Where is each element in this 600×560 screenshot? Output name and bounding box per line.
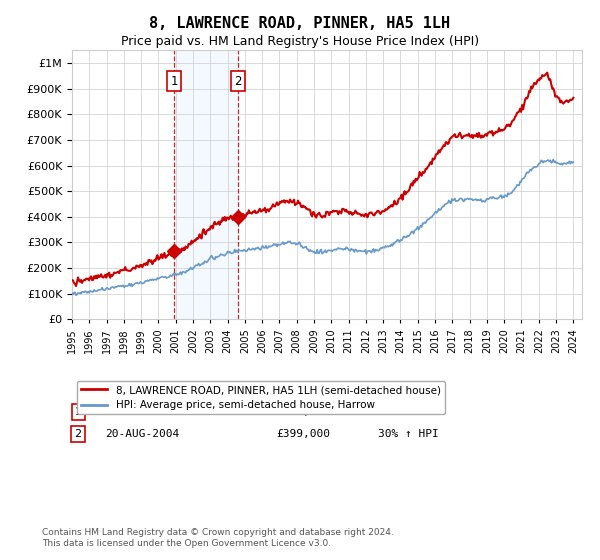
Text: 30% ↑ HPI: 30% ↑ HPI — [378, 429, 439, 439]
Text: 1: 1 — [170, 74, 178, 87]
Text: 2: 2 — [234, 74, 242, 87]
Text: £268,000: £268,000 — [276, 407, 330, 417]
Text: 1: 1 — [74, 407, 82, 417]
Text: 8, LAWRENCE ROAD, PINNER, HA5 1LH: 8, LAWRENCE ROAD, PINNER, HA5 1LH — [149, 16, 451, 31]
Text: 40% ↑ HPI: 40% ↑ HPI — [378, 407, 439, 417]
Text: 22-NOV-2000: 22-NOV-2000 — [105, 407, 179, 417]
Text: £399,000: £399,000 — [276, 429, 330, 439]
Legend: 8, LAWRENCE ROAD, PINNER, HA5 1LH (semi-detached house), HPI: Average price, sem: 8, LAWRENCE ROAD, PINNER, HA5 1LH (semi-… — [77, 381, 445, 414]
Text: Contains HM Land Registry data © Crown copyright and database right 2024.
This d: Contains HM Land Registry data © Crown c… — [42, 528, 394, 548]
Text: 20-AUG-2004: 20-AUG-2004 — [105, 429, 179, 439]
Bar — [174, 50, 238, 319]
Text: Price paid vs. HM Land Registry's House Price Index (HPI): Price paid vs. HM Land Registry's House … — [121, 35, 479, 48]
Text: 2: 2 — [74, 429, 82, 439]
